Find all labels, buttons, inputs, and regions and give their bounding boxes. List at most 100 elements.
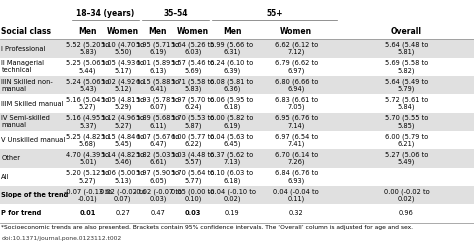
Bar	[0, 39, 474, 58]
Text: 5.97 (5.90 to
6.05): 5.97 (5.90 to 6.05)	[137, 170, 179, 184]
Text: Social class: Social class	[1, 27, 51, 36]
Text: 0.05 (0.00 to
0.10): 0.05 (0.00 to 0.10)	[171, 188, 215, 202]
Text: 0.27: 0.27	[115, 211, 130, 216]
Text: 6.00 (5.77 to
6.22): 6.00 (5.77 to 6.22)	[171, 133, 215, 147]
Text: 5.97 (5.70 to
6.24): 5.97 (5.70 to 6.24)	[171, 97, 215, 110]
Text: II Managerial
technical: II Managerial technical	[1, 60, 45, 73]
Text: 5.89 (5.68 to
6.11): 5.89 (5.68 to 6.11)	[136, 115, 180, 129]
Text: 5.70 (5.64 to
5.77): 5.70 (5.64 to 5.77)	[171, 170, 215, 184]
Text: 5.52 (5.20 to
5.83): 5.52 (5.20 to 5.83)	[66, 42, 109, 55]
Text: 0.03: 0.03	[185, 211, 201, 216]
Text: 55+: 55+	[266, 9, 283, 18]
Text: 6.83 (6.61 to
7.05): 6.83 (6.61 to 7.05)	[275, 97, 318, 110]
Bar	[0, 168, 474, 186]
Text: Men: Men	[78, 27, 97, 36]
Bar	[0, 186, 474, 204]
Text: 5.02 (4.92 to
5.12): 5.02 (4.92 to 5.12)	[101, 78, 145, 92]
Text: 5.64 (5.48 to
5.81): 5.64 (5.48 to 5.81)	[385, 42, 428, 55]
Bar	[0, 76, 474, 94]
Text: 5.16 (4.95 to
5.37): 5.16 (4.95 to 5.37)	[66, 115, 109, 129]
Text: 6.08 (5.81 to
6.36): 6.08 (5.81 to 6.36)	[210, 78, 254, 92]
Bar	[0, 204, 474, 223]
Text: 5.03 (4.48 to
5.57): 5.03 (4.48 to 5.57)	[171, 152, 215, 165]
Text: 5.82 (5.03 to
6.61): 5.82 (5.03 to 6.61)	[136, 152, 180, 165]
Text: 5.70 (5.55 to
5.85): 5.70 (5.55 to 5.85)	[385, 115, 428, 129]
Text: 6.07 (5.67 to
6.47): 6.07 (5.67 to 6.47)	[136, 133, 180, 147]
Bar	[0, 23, 474, 39]
Text: doi:10.1371/journal.pone.0123112.t002: doi:10.1371/journal.pone.0123112.t002	[1, 236, 122, 241]
Text: 6.15 (5.88 to
6.41): 6.15 (5.88 to 6.41)	[136, 78, 180, 92]
Text: 5.05 (4.93 to
5.17): 5.05 (4.93 to 5.17)	[101, 60, 144, 74]
Text: Women: Women	[107, 27, 139, 36]
Text: 5.15 (4.84 to
5.45): 5.15 (4.84 to 5.45)	[101, 133, 145, 147]
Text: 6.95 (6.76 to
7.14): 6.95 (6.76 to 7.14)	[274, 115, 318, 129]
Text: Men: Men	[223, 27, 241, 36]
Bar	[0, 113, 474, 131]
Text: 0.96: 0.96	[399, 211, 414, 216]
Text: 5.69 (5.58 to
5.82): 5.69 (5.58 to 5.82)	[385, 60, 428, 74]
Text: All: All	[1, 174, 9, 180]
Bar	[0, 58, 474, 76]
Text: 5.57 (5.46 to
5.69): 5.57 (5.46 to 5.69)	[171, 60, 215, 74]
Text: 6.70 (6.14 to
7.26): 6.70 (6.14 to 7.26)	[274, 152, 318, 165]
Text: 5.24 (5.06 to
5.43): 5.24 (5.06 to 5.43)	[66, 78, 109, 92]
Text: -0.07 (-0.13 to
-0.01): -0.07 (-0.13 to -0.01)	[64, 188, 112, 202]
Text: 6.04 (5.63 to
6.45): 6.04 (5.63 to 6.45)	[210, 133, 254, 147]
Text: Women: Women	[177, 27, 209, 36]
Text: V Unskilled manual: V Unskilled manual	[1, 137, 66, 143]
Text: Men: Men	[148, 27, 167, 36]
Text: 0.00 (-0.02 to
0.02): 0.00 (-0.02 to 0.02)	[383, 188, 429, 202]
Text: 5.27 (5.06 to
5.49): 5.27 (5.06 to 5.49)	[385, 152, 428, 165]
Text: 6.10 (6.03 to
6.18): 6.10 (6.03 to 6.18)	[210, 170, 254, 184]
Text: 0.32: 0.32	[289, 211, 304, 216]
Text: 5.93 (5.78 to
6.07): 5.93 (5.78 to 6.07)	[137, 97, 179, 110]
Text: 5.25 (4.82 to
5.68): 5.25 (4.82 to 5.68)	[66, 133, 109, 147]
Text: 5.72 (5.61 to
5.84): 5.72 (5.61 to 5.84)	[385, 97, 428, 110]
Text: 5.71 (5.58 to
5.83): 5.71 (5.58 to 5.83)	[171, 78, 215, 92]
Text: 5.95 (5.71 to
6.19): 5.95 (5.71 to 6.19)	[137, 42, 179, 55]
Text: 6.01 (5.89 to
6.13): 6.01 (5.89 to 6.13)	[137, 60, 179, 74]
Text: 6.00 (5.82 to
6.19): 6.00 (5.82 to 6.19)	[210, 115, 254, 129]
Text: 5.12 (4.96 to
5.27): 5.12 (4.96 to 5.27)	[101, 115, 144, 129]
Text: IV Semi-skilled
manual: IV Semi-skilled manual	[1, 115, 50, 128]
Text: 6.97 (6.54 to
7.41): 6.97 (6.54 to 7.41)	[274, 133, 318, 147]
Text: Overall: Overall	[391, 27, 422, 36]
Text: 5.06 (5.00 to
5.13): 5.06 (5.00 to 5.13)	[101, 170, 145, 184]
Text: Women: Women	[280, 27, 312, 36]
Bar	[0, 94, 474, 113]
Text: 5.64 (5.49 to
5.79): 5.64 (5.49 to 5.79)	[385, 78, 428, 92]
Text: IIIN Skilled non-
manual: IIIN Skilled non- manual	[1, 79, 53, 92]
Text: P for trend: P for trend	[1, 211, 42, 216]
Text: IIIM Skilled manual: IIIM Skilled manual	[1, 101, 64, 107]
Text: 6.00 (5.79 to
6.21): 6.00 (5.79 to 6.21)	[385, 133, 428, 147]
Text: 5.25 (5.06 to
5.44): 5.25 (5.06 to 5.44)	[66, 60, 109, 74]
Text: 6.62 (6.12 to
7.12): 6.62 (6.12 to 7.12)	[274, 42, 318, 55]
Text: 35–54: 35–54	[163, 9, 188, 18]
Bar	[0, 7, 474, 23]
Text: 6.80 (6.66 to
6.94): 6.80 (6.66 to 6.94)	[274, 78, 318, 92]
Text: 0.01: 0.01	[80, 211, 96, 216]
Bar	[0, 149, 474, 168]
Text: 5.16 (5.04 to
5.27): 5.16 (5.04 to 5.27)	[66, 97, 109, 110]
Text: -0.02 (-0.07 to
0.03): -0.02 (-0.07 to 0.03)	[134, 188, 182, 202]
Text: 5.99 (5.66 to
6.31): 5.99 (5.66 to 6.31)	[210, 42, 254, 55]
Text: 6.37 (5.62 to
7.13): 6.37 (5.62 to 7.13)	[210, 152, 254, 165]
Text: 0.04 (-0.04 to
0.11): 0.04 (-0.04 to 0.11)	[273, 188, 319, 202]
Text: 5.64 (5.26 to
6.03): 5.64 (5.26 to 6.03)	[171, 42, 215, 55]
Text: 4.70 (4.39 to
5.01): 4.70 (4.39 to 5.01)	[66, 152, 109, 165]
Text: *Socioeconomic trends are also presented. Brackets contain 95% confidence interv: *Socioeconomic trends are also presented…	[1, 225, 413, 230]
Text: 5.14 (4.82 to
5.46): 5.14 (4.82 to 5.46)	[101, 152, 145, 165]
Text: 6.24 (6.10 to
6.39): 6.24 (6.10 to 6.39)	[210, 60, 254, 74]
Text: 0.47: 0.47	[150, 211, 165, 216]
Text: 6.84 (6.76 to
6.93): 6.84 (6.76 to 6.93)	[274, 170, 318, 184]
Text: 5.10 (4.70 to
5.50): 5.10 (4.70 to 5.50)	[101, 42, 145, 55]
Text: 0.02 (-0.02 to
0.07): 0.02 (-0.02 to 0.07)	[100, 188, 146, 202]
Text: 18–34 (years): 18–34 (years)	[76, 9, 134, 18]
Text: 0.19: 0.19	[225, 211, 239, 216]
Text: Slope of the trend: Slope of the trend	[1, 192, 69, 198]
Text: I Professional: I Professional	[1, 46, 46, 51]
Text: 6.06 (5.95 to
6.18): 6.06 (5.95 to 6.18)	[210, 97, 254, 110]
Text: 5.70 (5.53 to
5.87): 5.70 (5.53 to 5.87)	[171, 115, 215, 129]
Text: 5.05 (4.81 to
5.29): 5.05 (4.81 to 5.29)	[101, 97, 145, 110]
Text: -0.04 (-0.10 to
0.02): -0.04 (-0.10 to 0.02)	[208, 188, 256, 202]
